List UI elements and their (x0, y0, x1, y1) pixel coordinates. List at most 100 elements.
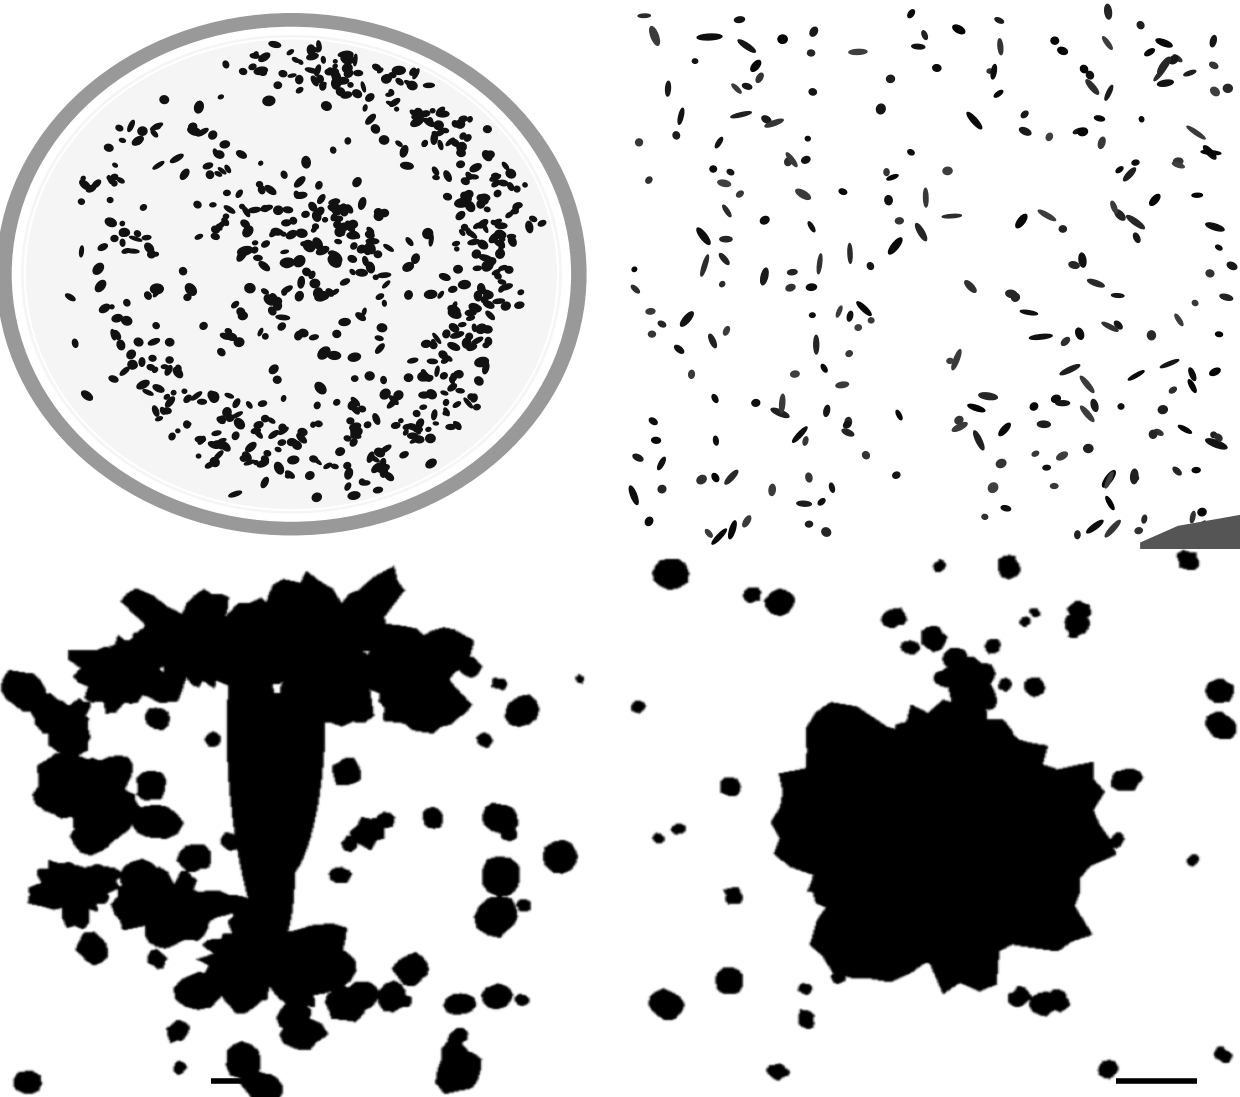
Ellipse shape (184, 395, 191, 403)
Ellipse shape (330, 251, 342, 263)
Ellipse shape (466, 172, 472, 179)
Ellipse shape (182, 389, 187, 394)
Ellipse shape (808, 222, 815, 231)
Ellipse shape (336, 448, 345, 455)
Ellipse shape (216, 151, 224, 158)
Ellipse shape (893, 472, 900, 478)
Ellipse shape (337, 230, 345, 235)
Ellipse shape (1095, 116, 1105, 121)
Ellipse shape (274, 82, 281, 89)
Ellipse shape (149, 339, 160, 344)
Ellipse shape (82, 391, 93, 400)
Ellipse shape (887, 174, 898, 180)
Ellipse shape (315, 294, 326, 301)
Ellipse shape (259, 53, 269, 61)
Ellipse shape (771, 408, 789, 418)
Ellipse shape (154, 124, 160, 129)
Ellipse shape (254, 429, 263, 438)
Ellipse shape (454, 265, 463, 273)
Ellipse shape (1210, 88, 1219, 95)
Ellipse shape (658, 321, 666, 327)
Ellipse shape (482, 150, 492, 160)
Ellipse shape (495, 223, 507, 228)
Ellipse shape (126, 350, 135, 359)
Ellipse shape (345, 436, 351, 441)
Ellipse shape (117, 340, 125, 350)
Ellipse shape (317, 194, 325, 203)
Ellipse shape (274, 297, 281, 304)
Ellipse shape (160, 407, 165, 415)
Ellipse shape (408, 359, 418, 363)
Ellipse shape (233, 399, 239, 407)
Ellipse shape (279, 425, 286, 431)
Ellipse shape (322, 217, 327, 222)
Ellipse shape (477, 195, 484, 201)
Ellipse shape (1115, 210, 1125, 220)
Ellipse shape (1099, 137, 1105, 148)
Ellipse shape (315, 65, 320, 76)
Ellipse shape (646, 308, 655, 314)
Ellipse shape (382, 75, 392, 83)
Ellipse shape (153, 385, 164, 392)
Ellipse shape (119, 230, 126, 236)
Ellipse shape (743, 83, 751, 89)
Ellipse shape (786, 152, 797, 167)
Ellipse shape (404, 291, 412, 299)
Ellipse shape (1207, 270, 1214, 276)
Ellipse shape (197, 128, 208, 136)
Ellipse shape (306, 472, 314, 479)
Ellipse shape (378, 68, 383, 72)
Ellipse shape (161, 365, 167, 369)
Ellipse shape (719, 253, 729, 264)
Ellipse shape (325, 69, 332, 75)
Ellipse shape (345, 52, 353, 58)
Ellipse shape (366, 93, 374, 101)
Ellipse shape (286, 230, 296, 239)
Ellipse shape (846, 351, 852, 357)
Ellipse shape (451, 373, 456, 381)
Ellipse shape (1080, 406, 1094, 421)
Ellipse shape (353, 70, 362, 76)
Ellipse shape (184, 421, 190, 428)
Ellipse shape (232, 302, 238, 308)
Ellipse shape (455, 121, 465, 128)
Ellipse shape (389, 90, 393, 95)
Ellipse shape (417, 430, 420, 433)
Ellipse shape (482, 362, 489, 374)
Ellipse shape (836, 306, 842, 317)
Ellipse shape (715, 137, 723, 148)
Ellipse shape (454, 421, 460, 429)
Ellipse shape (215, 451, 223, 460)
Ellipse shape (294, 256, 305, 267)
Ellipse shape (195, 101, 203, 113)
Ellipse shape (636, 139, 642, 146)
Ellipse shape (356, 270, 367, 276)
Ellipse shape (464, 178, 470, 181)
Ellipse shape (327, 351, 341, 360)
Ellipse shape (238, 312, 247, 319)
Ellipse shape (311, 76, 319, 86)
Ellipse shape (777, 35, 787, 44)
Ellipse shape (791, 371, 799, 377)
Ellipse shape (743, 516, 750, 527)
Ellipse shape (475, 358, 489, 366)
Ellipse shape (456, 212, 465, 219)
Ellipse shape (352, 376, 358, 382)
Ellipse shape (718, 180, 730, 186)
Ellipse shape (446, 138, 454, 146)
Ellipse shape (104, 145, 113, 151)
Ellipse shape (310, 280, 320, 287)
Ellipse shape (1006, 291, 1017, 297)
Ellipse shape (719, 237, 732, 241)
Ellipse shape (1001, 506, 1011, 511)
Ellipse shape (967, 112, 982, 128)
Ellipse shape (130, 364, 138, 369)
Ellipse shape (274, 302, 281, 310)
Ellipse shape (221, 140, 229, 148)
Ellipse shape (223, 191, 231, 195)
Ellipse shape (477, 219, 487, 228)
Ellipse shape (796, 190, 811, 200)
Ellipse shape (166, 339, 174, 346)
Ellipse shape (396, 142, 402, 146)
Ellipse shape (120, 222, 124, 226)
